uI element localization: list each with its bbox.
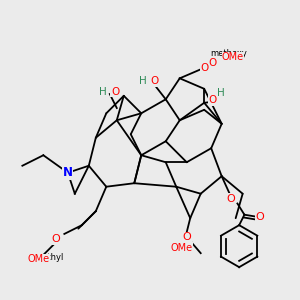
Text: O: O — [111, 87, 119, 97]
Text: O: O — [51, 234, 60, 244]
Text: O: O — [226, 194, 235, 204]
Text: H: H — [99, 87, 107, 97]
Text: H: H — [217, 88, 225, 98]
Text: OMe: OMe — [27, 254, 49, 264]
Text: H: H — [139, 76, 147, 86]
Text: O: O — [182, 232, 191, 242]
Text: methoxy: methoxy — [210, 49, 247, 58]
Text: O: O — [209, 95, 217, 105]
Text: O: O — [200, 63, 208, 73]
Text: O: O — [209, 58, 217, 68]
Text: O: O — [255, 212, 264, 222]
Text: O: O — [150, 76, 159, 86]
Text: N: N — [63, 166, 73, 179]
Text: methyl: methyl — [34, 253, 64, 262]
Text: OMe: OMe — [222, 52, 244, 62]
Text: OMe: OMe — [170, 243, 193, 253]
